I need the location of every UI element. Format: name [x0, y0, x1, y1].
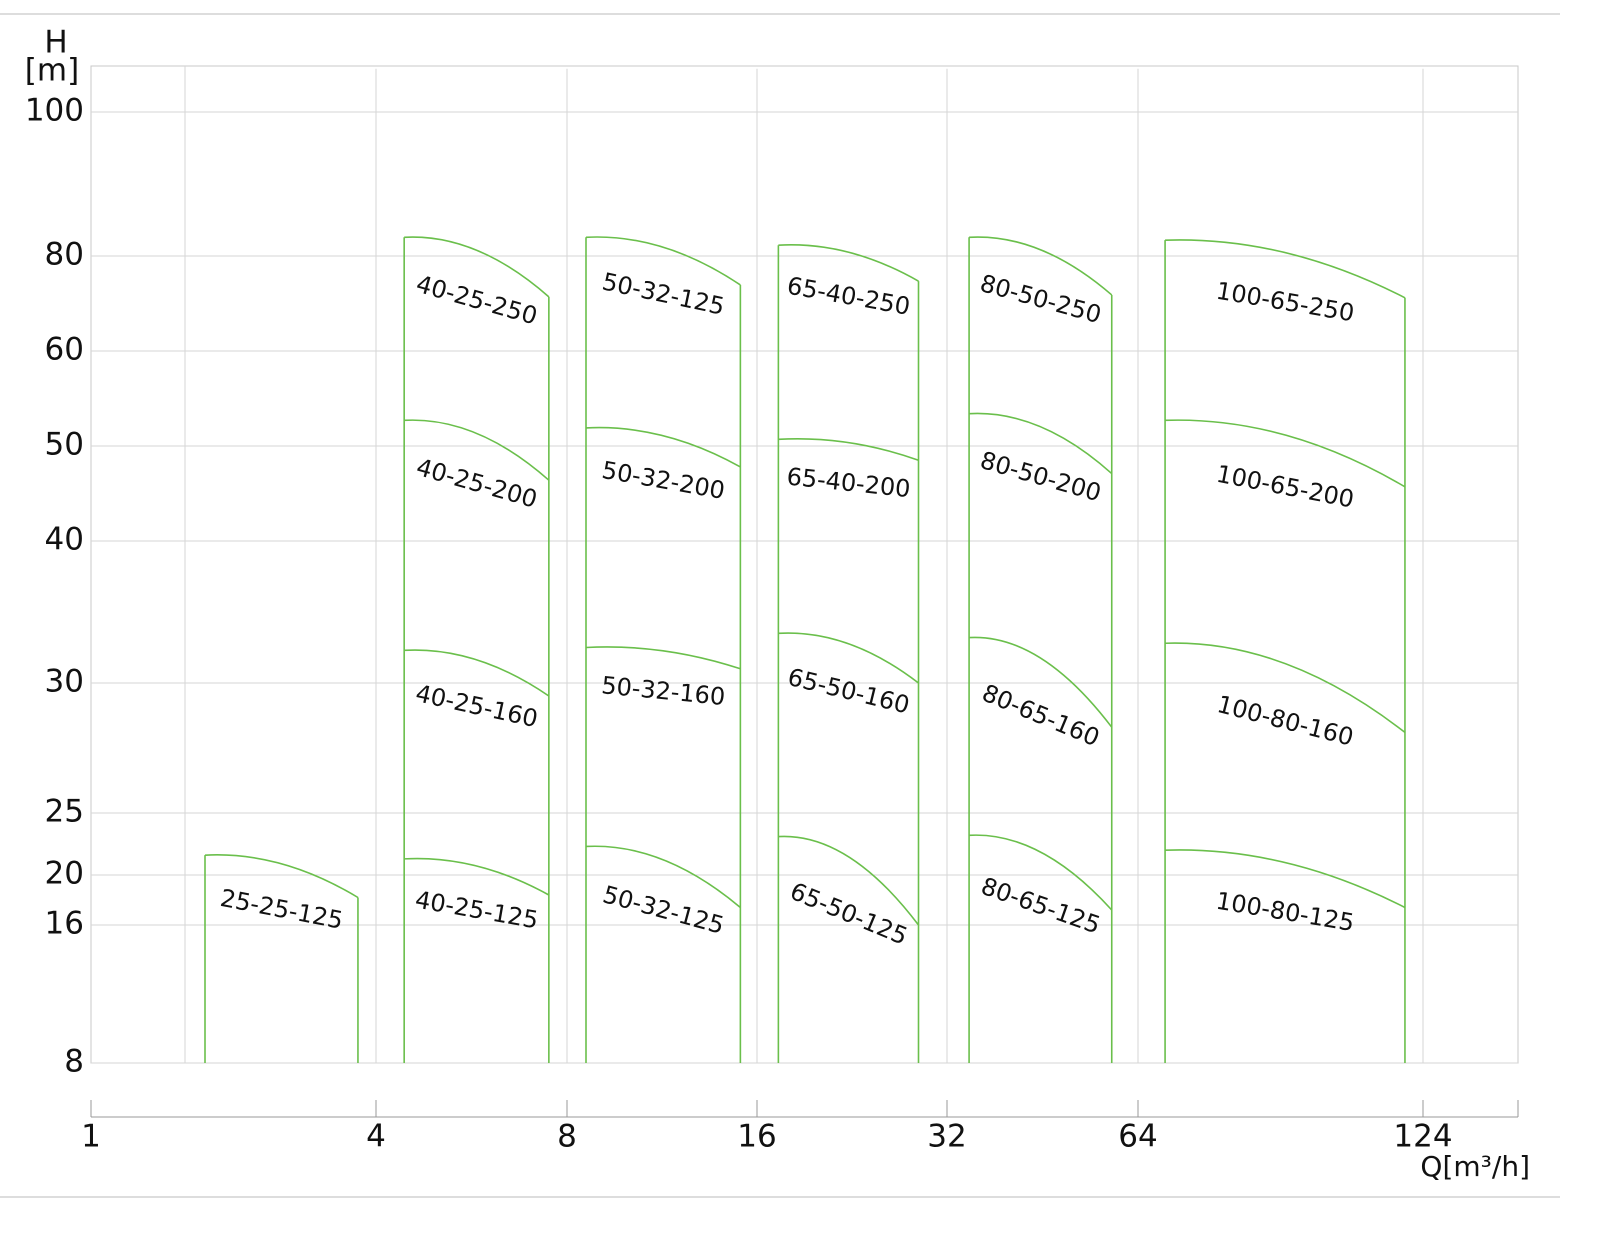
head-curve [1165, 239, 1406, 299]
curve-label: 50-32-125 [600, 268, 727, 321]
head-curve [969, 412, 1113, 475]
y-label: H [44, 25, 67, 61]
curve-label: 80-50-200 [977, 446, 1104, 507]
head-curve [585, 845, 741, 909]
x-tick-label: 1 [81, 1119, 101, 1155]
curve-label: 40-25-160 [413, 679, 540, 733]
curve-label: 100-80-125 [1214, 887, 1356, 937]
curve-label: 40-25-250 [413, 270, 540, 331]
curve-label: 100-80-160 [1214, 690, 1356, 752]
x-tick-label: 8 [557, 1119, 577, 1155]
head-curve [778, 632, 919, 684]
head-curve [1165, 642, 1406, 734]
curve-label: 50-32-200 [600, 456, 727, 505]
curve-label: 25-25-125 [218, 884, 345, 935]
y-tick-label: 40 [45, 522, 84, 558]
y-tick-label: 100 [25, 93, 84, 129]
curve-label: 50-32-160 [600, 671, 726, 711]
head-curve [778, 244, 919, 282]
x-tick-label: 16 [737, 1119, 776, 1155]
y-tick-label: 20 [45, 856, 84, 892]
head-curve [204, 854, 359, 899]
x-label: Q[m³/h] [1420, 1150, 1530, 1183]
curve-label: 80-50-250 [977, 269, 1104, 329]
x-tick-label: 32 [927, 1119, 966, 1155]
head-curve [404, 857, 550, 896]
x-tick-label: 4 [366, 1119, 386, 1155]
curve-label: 65-40-250 [785, 272, 912, 321]
curve-label: 50-32-125 [600, 880, 727, 939]
head-curve [404, 236, 550, 298]
curve-label: 80-65-160 [978, 679, 1103, 752]
curve-label: 100-65-200 [1214, 460, 1356, 514]
head-curve [585, 646, 741, 670]
curve-label: 80-65-125 [978, 872, 1104, 940]
head-curve [778, 438, 919, 462]
curve-label: 40-25-125 [413, 886, 540, 935]
head-curve [778, 835, 920, 926]
curve-label: 65-50-125 [786, 877, 911, 951]
head-curve [404, 419, 550, 481]
curve-label: 100-65-250 [1214, 277, 1356, 328]
head-curve [585, 236, 741, 286]
y-tick-label: 8 [64, 1044, 84, 1080]
y-tick-label: 25 [45, 794, 84, 830]
curve-label: 65-50-160 [785, 663, 912, 720]
head-curve [1165, 849, 1406, 909]
y-unit: [m] [25, 53, 79, 89]
curve-label: 40-25-200 [413, 453, 540, 514]
y-tick-label: 16 [45, 906, 84, 942]
x-tick-label: 124 [1393, 1119, 1452, 1155]
x-tick-label: 64 [1118, 1119, 1157, 1155]
curve-label: 65-40-200 [785, 462, 911, 503]
y-tick-label: 50 [45, 427, 84, 463]
head-curve [1165, 419, 1406, 488]
head-curve [585, 426, 741, 468]
head-curve [404, 649, 550, 697]
head-curve [969, 236, 1113, 296]
y-tick-label: 60 [45, 332, 84, 368]
y-tick-label: 30 [45, 664, 84, 700]
head-curve [969, 636, 1113, 728]
head-curve [969, 834, 1113, 911]
y-tick-label: 80 [45, 237, 84, 273]
